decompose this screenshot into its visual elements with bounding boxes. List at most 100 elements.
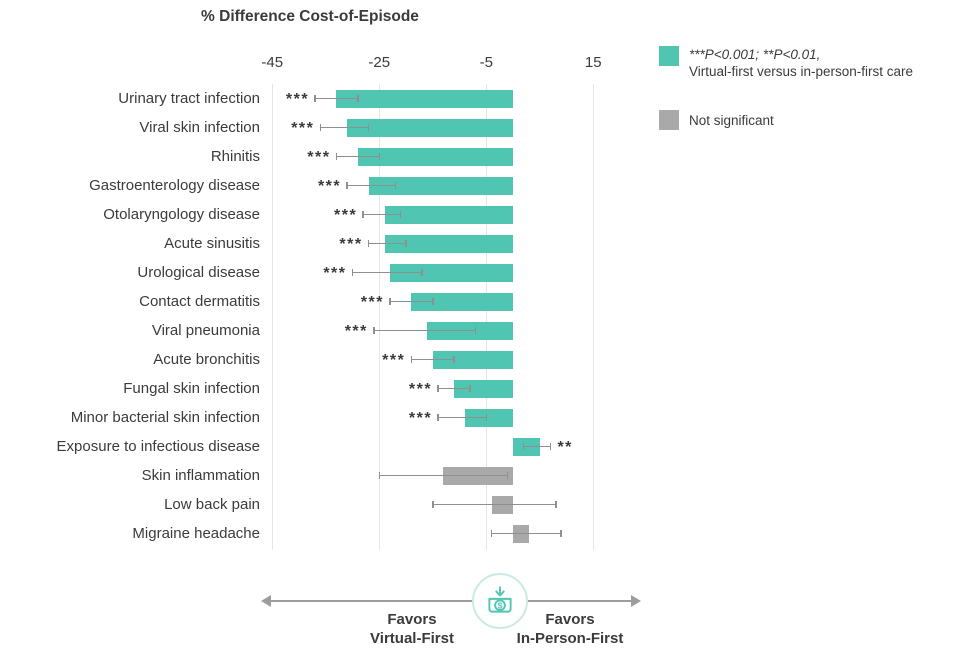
error-bar-cap [506, 472, 509, 479]
bar [411, 292, 513, 311]
error-bar-cap [351, 269, 354, 276]
category-label: Acute bronchitis [153, 351, 260, 368]
bar [389, 263, 513, 282]
error-bar-cap [399, 211, 402, 218]
error-bar-cap [490, 530, 493, 537]
error-bar [411, 358, 455, 361]
x-tick-label: -5 [479, 54, 493, 71]
error-bar [352, 271, 423, 274]
error-bar [320, 126, 369, 129]
significance-stars: *** [323, 264, 347, 282]
error-bar-cap [405, 240, 407, 247]
bar [384, 205, 513, 224]
error-bar [363, 213, 401, 216]
category-label: Skin inflammation [141, 467, 260, 484]
error-bar-cap [335, 153, 338, 160]
significance-stars: *** [317, 177, 342, 195]
left-arrow-line [270, 600, 472, 602]
error-bar-cap [394, 182, 397, 189]
significance-stars: *** [360, 293, 384, 311]
error-bar-cap [432, 298, 434, 305]
significance-stars: *** [408, 409, 433, 427]
favors-in-person-first-label: Favors In-Person-First [490, 611, 650, 648]
gridline [272, 84, 274, 550]
gridline [379, 84, 381, 550]
significance-stars: *** [285, 90, 310, 108]
gridline [593, 84, 595, 550]
error-bar-cap [469, 385, 471, 392]
error-bar [336, 155, 380, 158]
right-arrowhead-icon [631, 595, 641, 607]
error-bar-cap [410, 356, 413, 363]
bar [336, 89, 513, 108]
error-bar-cap [560, 530, 562, 537]
bar [432, 350, 513, 369]
error-bar-cap [314, 95, 316, 102]
category-label: Acute sinusitis [164, 235, 260, 252]
significance-stars: *** [382, 351, 406, 369]
error-bar-cap [389, 298, 391, 305]
chart-title: % Difference Cost-of-Episode [201, 8, 419, 25]
gridline [486, 84, 488, 550]
significance-stars: *** [408, 380, 433, 398]
error-bar [315, 97, 358, 100]
error-bar [389, 300, 433, 303]
money-deposit-icon: $ [488, 586, 512, 613]
significance-stars: *** [334, 206, 358, 224]
legend-item-not-significant: Not significant [659, 110, 774, 130]
error-bar-cap [485, 414, 487, 421]
bar [384, 234, 513, 253]
x-tick-label: -45 [261, 54, 284, 71]
x-tick-label: 15 [584, 54, 602, 71]
x-tick-label: -25 [368, 54, 391, 71]
significance-stars: *** [307, 148, 331, 166]
left-arrowhead-icon [261, 595, 271, 607]
category-label: Rhinitis [210, 148, 260, 165]
error-bar-cap [378, 472, 380, 479]
bar [368, 176, 513, 195]
error-bar [438, 416, 487, 419]
x-axis-ticks: -45 -25 -5 15 [0, 54, 977, 74]
favors-virtual-first-label: Favors Virtual-First [332, 611, 492, 648]
cost-icon-circle: $ [472, 573, 528, 629]
legend-significant-line2: Virtual-first versus in-person-first car… [689, 64, 914, 79]
legend-not-significant-label: Not significant [689, 112, 774, 128]
right-arrow-line [528, 600, 632, 602]
error-bar-cap [522, 443, 525, 450]
bar [357, 147, 513, 166]
category-label: Contact dermatitis [139, 293, 260, 310]
category-label: Low back pain [164, 496, 260, 513]
error-bar [523, 445, 551, 448]
significance-stars: *** [344, 322, 368, 340]
error-bar-cap [437, 385, 439, 392]
category-label: Minor bacterial skin infection [70, 409, 260, 426]
favors-left-line2: Virtual-First [370, 629, 454, 647]
error-bar-cap [474, 327, 477, 334]
legend-significant-text: ***P<0.001; **P<0.01, Virtual-first vers… [689, 46, 913, 80]
category-label: Urological disease [137, 264, 260, 281]
significance-stars: *** [339, 235, 363, 253]
bar [454, 379, 513, 398]
category-label: Fungal skin infection [123, 380, 260, 397]
legend-significant-line1: ***P<0.001; **P<0.01, [689, 47, 821, 62]
bar [347, 118, 513, 137]
error-bar [368, 242, 406, 245]
error-bar [491, 532, 562, 535]
error-bar-cap [367, 124, 370, 131]
favors-right-line1: Favors [545, 611, 595, 628]
error-bar-cap [555, 501, 557, 508]
category-label: Otolaryngology disease [103, 206, 260, 223]
error-bar [438, 387, 471, 390]
error-bar-cap [378, 153, 380, 160]
legend-swatch-not-significant [659, 110, 679, 130]
error-bar [347, 184, 396, 187]
error-bar-cap [362, 211, 364, 218]
category-label: Viral pneumonia [151, 322, 260, 339]
category-label: Exposure to infectious disease [56, 438, 260, 455]
error-bar [373, 329, 476, 332]
category-label: Urinary tract infection [118, 90, 260, 107]
error-bar-cap [432, 501, 434, 508]
error-bar-cap [346, 182, 348, 189]
svg-text:$: $ [498, 600, 503, 610]
